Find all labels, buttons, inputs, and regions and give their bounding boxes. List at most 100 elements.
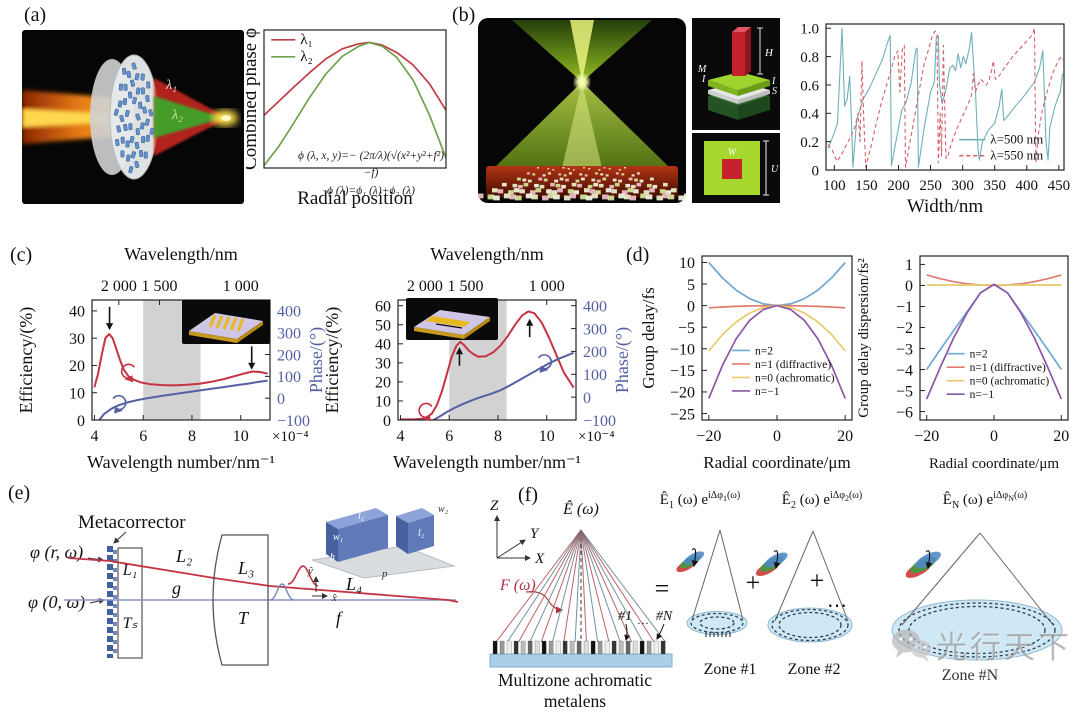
nanofin-render-inset-1 (182, 300, 270, 344)
focal-spectrum-label: F (ω) (499, 577, 536, 594)
T-label: T (238, 608, 250, 628)
panel-b-label: (b) (452, 4, 476, 26)
svg-text:4: 4 (90, 428, 98, 445)
svg-text:20: 20 (375, 375, 391, 392)
svg-text:6: 6 (139, 428, 147, 445)
svg-text:10: 10 (679, 255, 695, 272)
svg-text:2 000: 2 000 (407, 278, 443, 295)
svg-text:−15: −15 (670, 363, 695, 380)
multizone-caption-line2: metalens (544, 691, 606, 711)
panel-f-label: (f) (518, 484, 538, 506)
svg-text:200: 200 (583, 344, 607, 361)
svg-text:Width/nm: Width/nm (907, 196, 984, 217)
metacorrector-diagram: Metacorrector φ (r, ω) φ (0, ω) L₁ Tₛ L₂… (28, 504, 459, 666)
layer-M-label: M (697, 64, 707, 75)
width-W-label: W (728, 147, 738, 158)
svg-text:Efficiency/(%): Efficiency/(%) (16, 307, 37, 414)
svg-text:−5: −5 (678, 320, 695, 337)
incident-field-label: Ê (ω) (562, 499, 599, 518)
equals-sign: = (655, 574, 670, 603)
metacorrector-label: Metacorrector (78, 512, 186, 533)
svg-text:Efficiency/(%): Efficiency/(%) (322, 307, 343, 414)
panel-e-label: (e) (8, 482, 31, 504)
svg-text:20: 20 (69, 358, 85, 375)
svg-text:1: 1 (905, 257, 913, 274)
svg-text:×10⁻⁴: ×10⁻⁴ (578, 429, 615, 445)
L3-label: L₃ (237, 558, 254, 578)
gap-label: g (391, 526, 396, 537)
svg-text:n=1 (diffractive): n=1 (diffractive) (970, 362, 1046, 374)
svg-text:400: 400 (583, 298, 607, 315)
svg-text:Wavelength number/nm⁻¹: Wavelength number/nm⁻¹ (87, 452, 275, 472)
lambda2-beam-label: λ₂ (172, 108, 183, 123)
Ts-label: Tₛ (123, 615, 139, 632)
h-label: h (330, 552, 335, 563)
svg-text:−3: −3 (896, 341, 913, 358)
f-coordinate-axes: Z Y X (490, 498, 545, 567)
w2-label: w₂ (438, 504, 449, 515)
zoneN-field-label: ÊN (ω) eiΔφN(ω) (942, 490, 1028, 511)
transmission-width-chart: 100 150 200 250 300 350 400 450 0 0.2 0.4 0.6 0.8 1.0… (800, 22, 1070, 217)
z-axis-label: Z (490, 498, 499, 514)
multizone-caption-line1: Multizone achromatic (498, 670, 652, 690)
height-H-label: H (764, 47, 774, 59)
svg-text:Phase/(°): Phase/(°) (612, 327, 633, 393)
l2-label: l₂ (418, 528, 425, 539)
svg-text:10: 10 (69, 385, 85, 402)
efficiency-phase-chart-2: 4 6 8 10 2 000 1 500 1 000 0 10 20 30 40 50 60 −100 0 10… (322, 244, 633, 472)
svg-text:350: 350 (983, 178, 1006, 194)
svg-text:250: 250 (919, 178, 942, 194)
svg-text:−20: −20 (914, 428, 939, 445)
zoneN-pointer-label: #N (656, 609, 673, 624)
svg-text:20: 20 (1053, 428, 1069, 445)
y-axis-label: Y (530, 526, 540, 542)
svg-text:20: 20 (837, 428, 853, 445)
zone1-field-label: Ê1 (ω) eiΔφ1(ω) (659, 490, 741, 511)
zone1-label: Zone #1 (704, 661, 757, 678)
unit-cell-topview-inset: W U (692, 133, 780, 203)
svg-text:300: 300 (277, 325, 301, 342)
svg-text:2 000: 2 000 (101, 278, 137, 295)
svg-text:Radial position: Radial position (297, 188, 413, 209)
phi-r-omega-label: φ (r, ω) (30, 542, 83, 563)
svg-text:0: 0 (687, 298, 695, 315)
metasurface-focusing-render (478, 18, 686, 203)
svg-text:n=0 (achromatic): n=0 (achromatic) (970, 376, 1050, 388)
svg-text:400: 400 (1016, 178, 1039, 194)
svg-text:λ=550 nm: λ=550 nm (990, 148, 1043, 163)
svg-text:Wavelength/nm: Wavelength/nm (430, 244, 544, 264)
group-delay-dispersion-chart: −20 0 20 1 0 −1 −2 −3 −4 −5 −6 Radial coordinate/μm… (856, 255, 1069, 472)
substrate-S-label: S (772, 86, 777, 97)
nanofin-render-inset-2 (406, 298, 498, 340)
svg-text:5: 5 (687, 277, 695, 294)
svg-text:0: 0 (990, 428, 998, 445)
svg-text:4: 4 (396, 428, 404, 445)
svg-text:10: 10 (539, 428, 555, 445)
unit-U-label: U (771, 164, 779, 175)
svg-text:0: 0 (583, 390, 591, 407)
svg-text:0.4: 0.4 (800, 107, 819, 123)
svg-text:10: 10 (233, 428, 249, 445)
svg-text:40: 40 (375, 337, 391, 354)
svg-text:Wavelength number/nm⁻¹: Wavelength number/nm⁻¹ (393, 452, 581, 472)
svg-text:−10: −10 (670, 342, 695, 359)
svg-text:300: 300 (583, 321, 607, 338)
metalens-substrate-bar (489, 653, 673, 668)
svg-text:40: 40 (69, 304, 85, 321)
svg-text:1.0: 1.0 (800, 22, 819, 38)
svg-text:×10⁻⁴: ×10⁻⁴ (272, 429, 309, 445)
watermark: 光行天下 (890, 622, 1072, 667)
unit-cell-3d-inset: H M I I S (692, 18, 780, 130)
svg-text:400: 400 (277, 304, 301, 321)
plus-sign-2: + (810, 566, 825, 595)
svg-text:Group delay/fs: Group delay/fs (640, 287, 658, 389)
svg-text:6: 6 (445, 428, 453, 445)
zone2-label: Zone #2 (788, 661, 841, 678)
metasurface-pillar-grid (478, 167, 686, 201)
svg-text:−100: −100 (277, 413, 310, 430)
svg-text:n=−1: n=−1 (970, 389, 995, 401)
svg-text:−100: −100 (583, 413, 616, 430)
svg-text:n=1 (diffractive): n=1 (diffractive) (755, 359, 831, 371)
focal-f-label: f (336, 608, 344, 628)
svg-text:1 500: 1 500 (141, 278, 177, 295)
